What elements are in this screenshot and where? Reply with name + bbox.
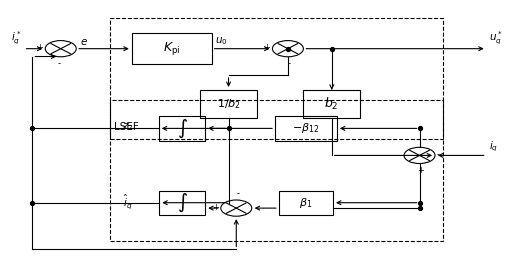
Text: LSEF: LSEF: [114, 123, 139, 132]
Text: $-\beta_{12}$: $-\beta_{12}$: [292, 121, 320, 135]
Text: $u_0$: $u_0$: [215, 35, 228, 47]
Bar: [279, 191, 333, 215]
Text: -: -: [236, 189, 239, 198]
Text: +: +: [36, 43, 43, 52]
Bar: [159, 191, 206, 215]
Text: -: -: [288, 59, 291, 68]
Bar: [200, 90, 257, 118]
Text: $1/b_2$: $1/b_2$: [216, 97, 240, 111]
Text: +: +: [418, 166, 425, 175]
Bar: [110, 17, 443, 139]
Text: -: -: [437, 150, 440, 159]
Text: $\int$: $\int$: [176, 192, 187, 214]
Bar: [304, 90, 360, 118]
Text: +: +: [212, 203, 218, 212]
Text: -: -: [58, 59, 61, 68]
Bar: [110, 100, 443, 241]
Text: $\hat{i}_q$: $\hat{i}_q$: [124, 192, 133, 211]
Text: $\beta_{1}$: $\beta_{1}$: [299, 196, 312, 210]
Text: $i^*_q$: $i^*_q$: [11, 30, 21, 47]
Bar: [159, 116, 206, 141]
Text: $K_{\mathrm{pi}}$: $K_{\mathrm{pi}}$: [163, 40, 181, 57]
Text: +: +: [264, 43, 270, 52]
Bar: [275, 116, 337, 141]
Bar: [132, 33, 212, 64]
Text: $b_2$: $b_2$: [324, 96, 339, 112]
Text: $z_2$: $z_2$: [121, 122, 133, 133]
Text: $i_q$: $i_q$: [489, 140, 498, 154]
Text: $\int$: $\int$: [176, 117, 187, 140]
Text: $e$: $e$: [80, 37, 88, 47]
Text: $u^*_q$: $u^*_q$: [489, 30, 503, 47]
